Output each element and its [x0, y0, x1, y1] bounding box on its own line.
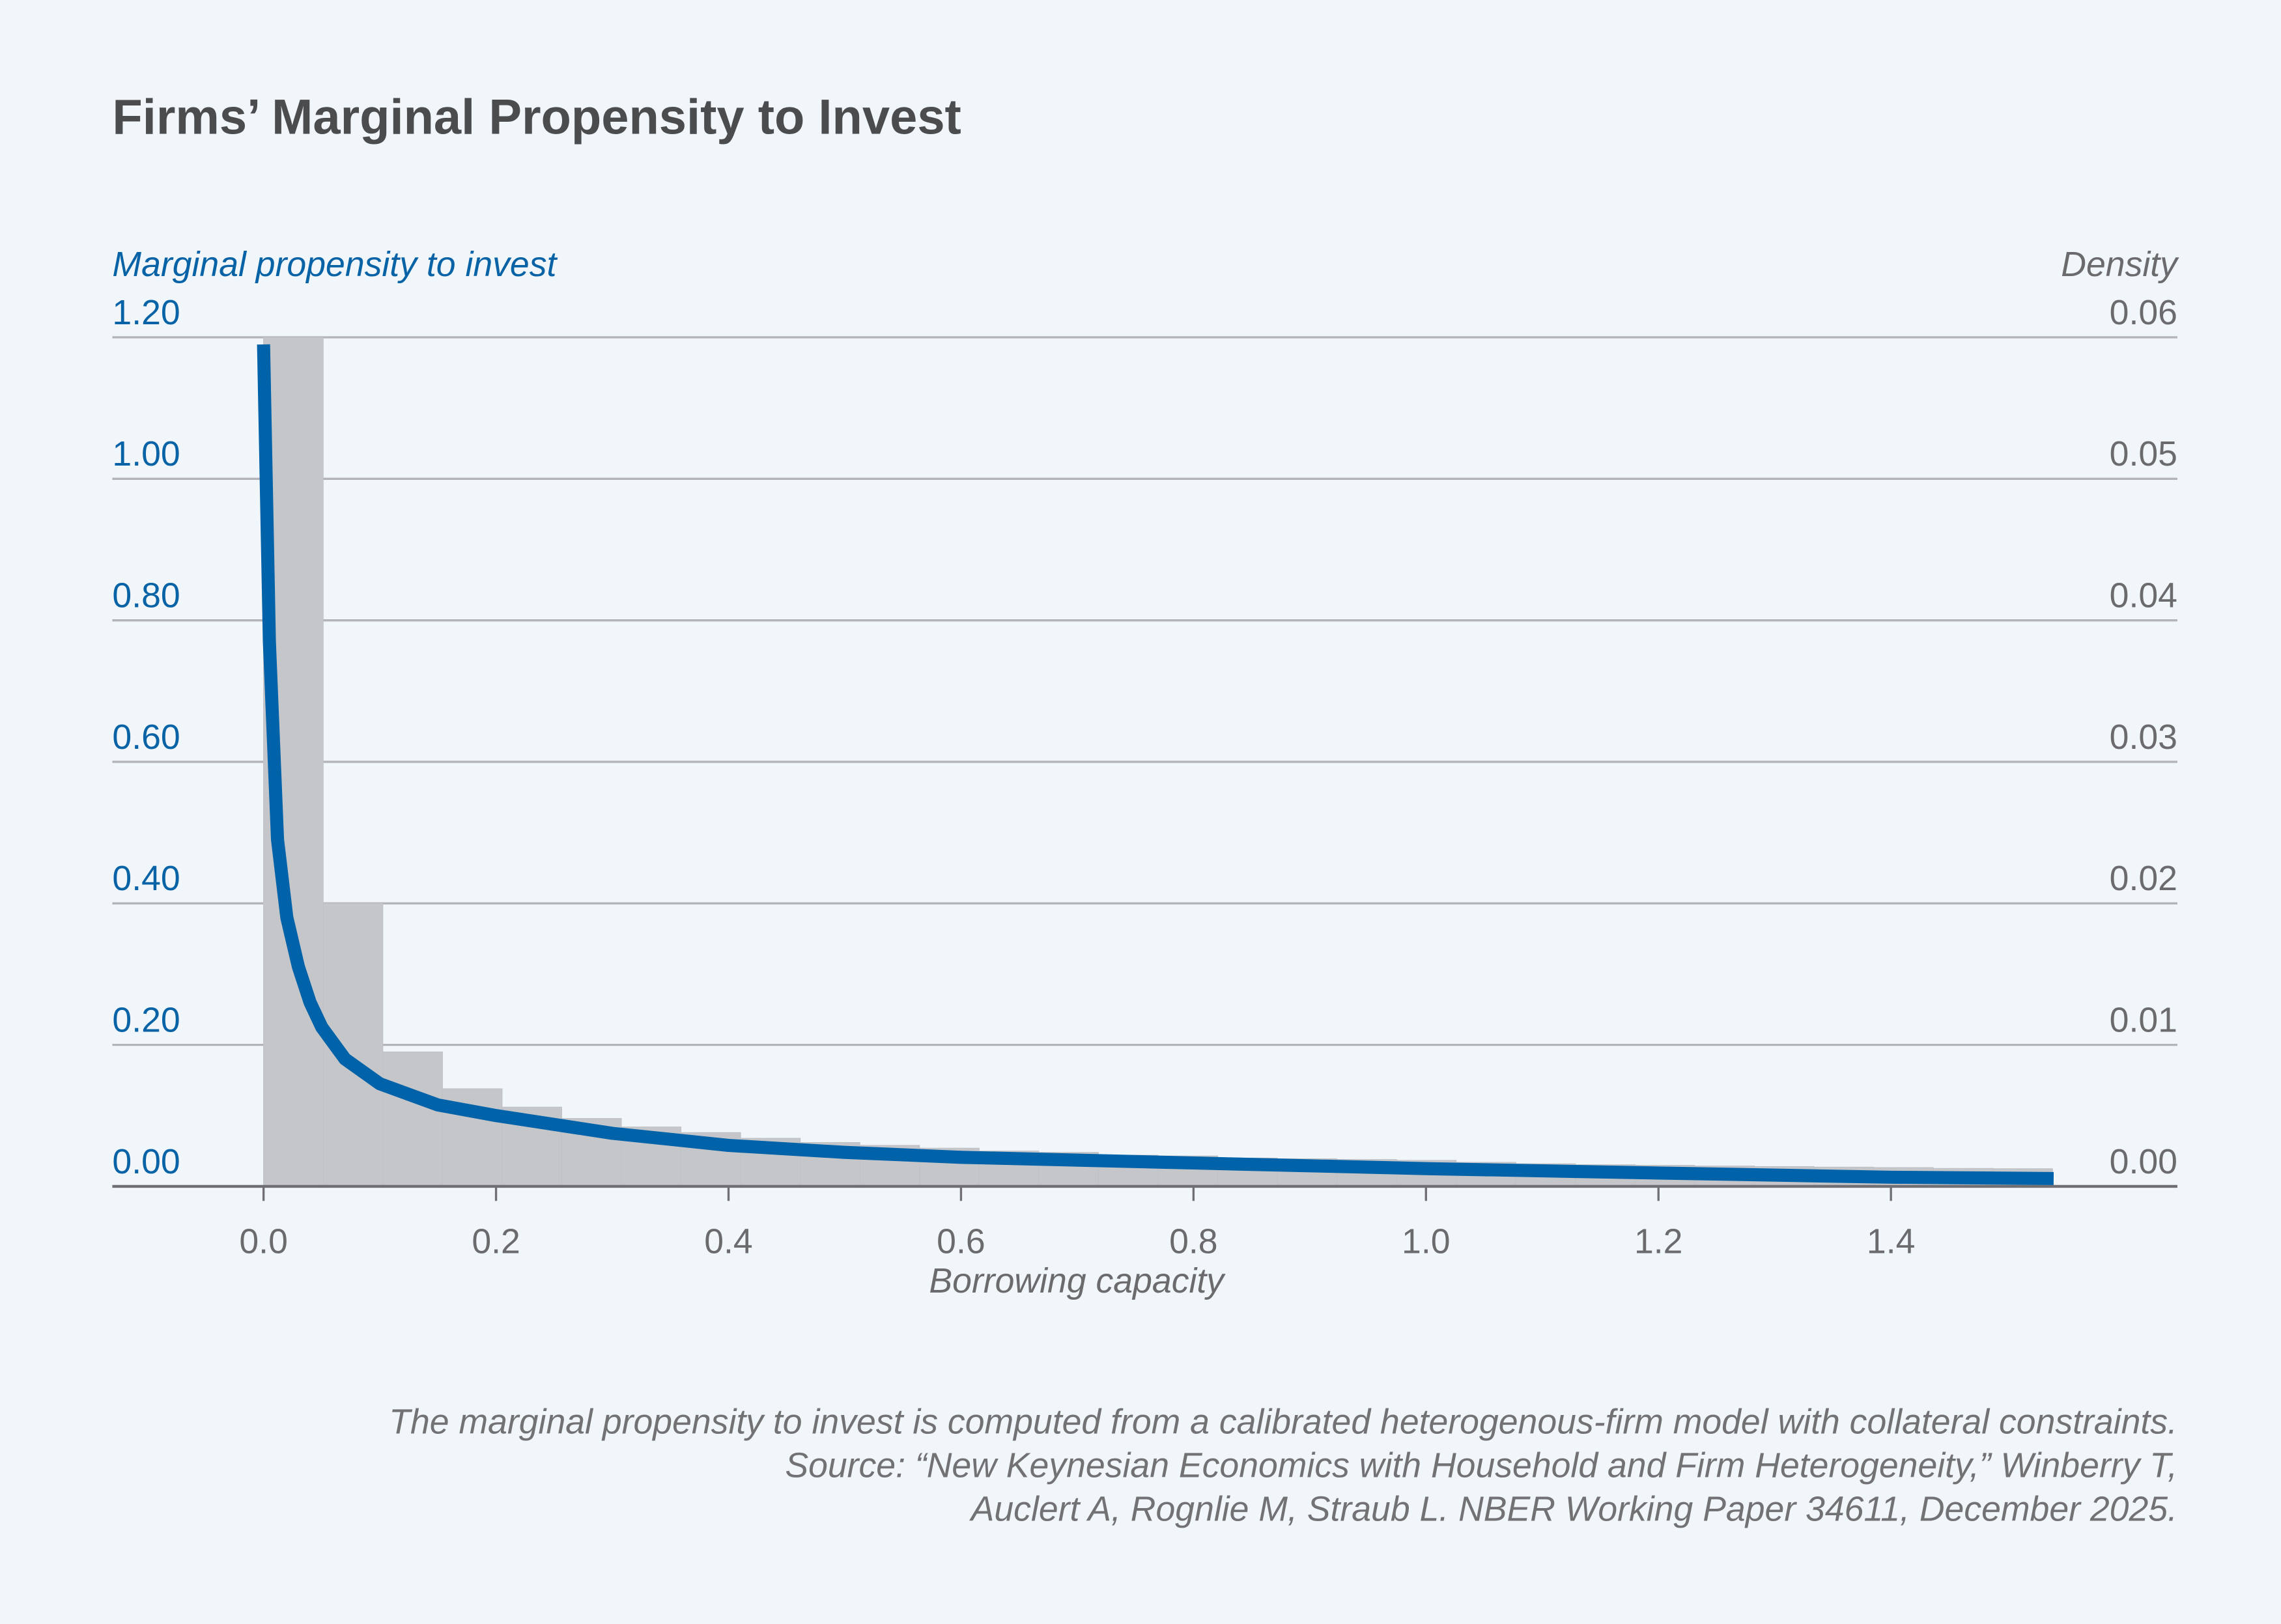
mpi-curve — [257, 344, 2054, 1185]
histogram-bar — [382, 1051, 443, 1187]
mpi-line-series — [257, 344, 2054, 1185]
y-right-tick-label: 0.01 — [2110, 1001, 2177, 1040]
note-line-1: The marginal propensity to invest is com… — [389, 1403, 2177, 1442]
y-left-tick-label: 0.60 — [112, 718, 180, 757]
y-left-tick-label: 0.20 — [112, 1001, 180, 1040]
x-tick-label: 1.2 — [1634, 1222, 1682, 1261]
y-left-tick-label: 1.20 — [112, 293, 180, 332]
x-tick-label: 0.6 — [937, 1222, 985, 1261]
y-left-tick-label: 0.00 — [112, 1142, 180, 1181]
x-axis — [112, 1184, 2177, 1201]
y-right-tick-label: 0.05 — [2110, 434, 2177, 473]
note-line-2: Source: “New Keynesian Economics with Ho… — [785, 1446, 2177, 1485]
x-tick-label: 0.0 — [239, 1222, 287, 1261]
y-left-tick-label: 0.40 — [112, 859, 180, 898]
y-left-tick-label: 1.00 — [112, 434, 180, 473]
gridlines — [112, 336, 2177, 1046]
y-right-tick-label: 0.04 — [2110, 576, 2177, 615]
note-line-3: Auclert A, Rognlie M, Straub L. NBER Wor… — [969, 1489, 2177, 1528]
tick-labels: 0.00 0.20 0.40 0.60 0.80 1.00 1.20 0.00 0.01 0.02… — [112, 293, 2177, 1261]
right-axis-title: Density — [2061, 245, 2179, 284]
x-tick-label: 1.4 — [1867, 1222, 1915, 1261]
x-tick-label: 0.4 — [704, 1222, 752, 1261]
x-axis-title: Borrowing capacity — [929, 1261, 1226, 1300]
left-axis-title: Marginal propensity to invest — [112, 245, 558, 284]
y-right-tick-label: 0.02 — [2110, 859, 2177, 898]
y-right-tick-label: 0.00 — [2110, 1142, 2177, 1181]
x-tick-label: 0.8 — [1169, 1222, 1217, 1261]
y-right-tick-label: 0.03 — [2110, 718, 2177, 757]
x-tick-label: 0.2 — [472, 1222, 520, 1261]
x-tick-label: 1.0 — [1402, 1222, 1450, 1261]
y-left-tick-label: 0.80 — [112, 576, 180, 615]
y-right-tick-label: 0.06 — [2110, 293, 2177, 332]
chart-title: Firms’ Marginal Propensity to Invest — [112, 89, 961, 145]
